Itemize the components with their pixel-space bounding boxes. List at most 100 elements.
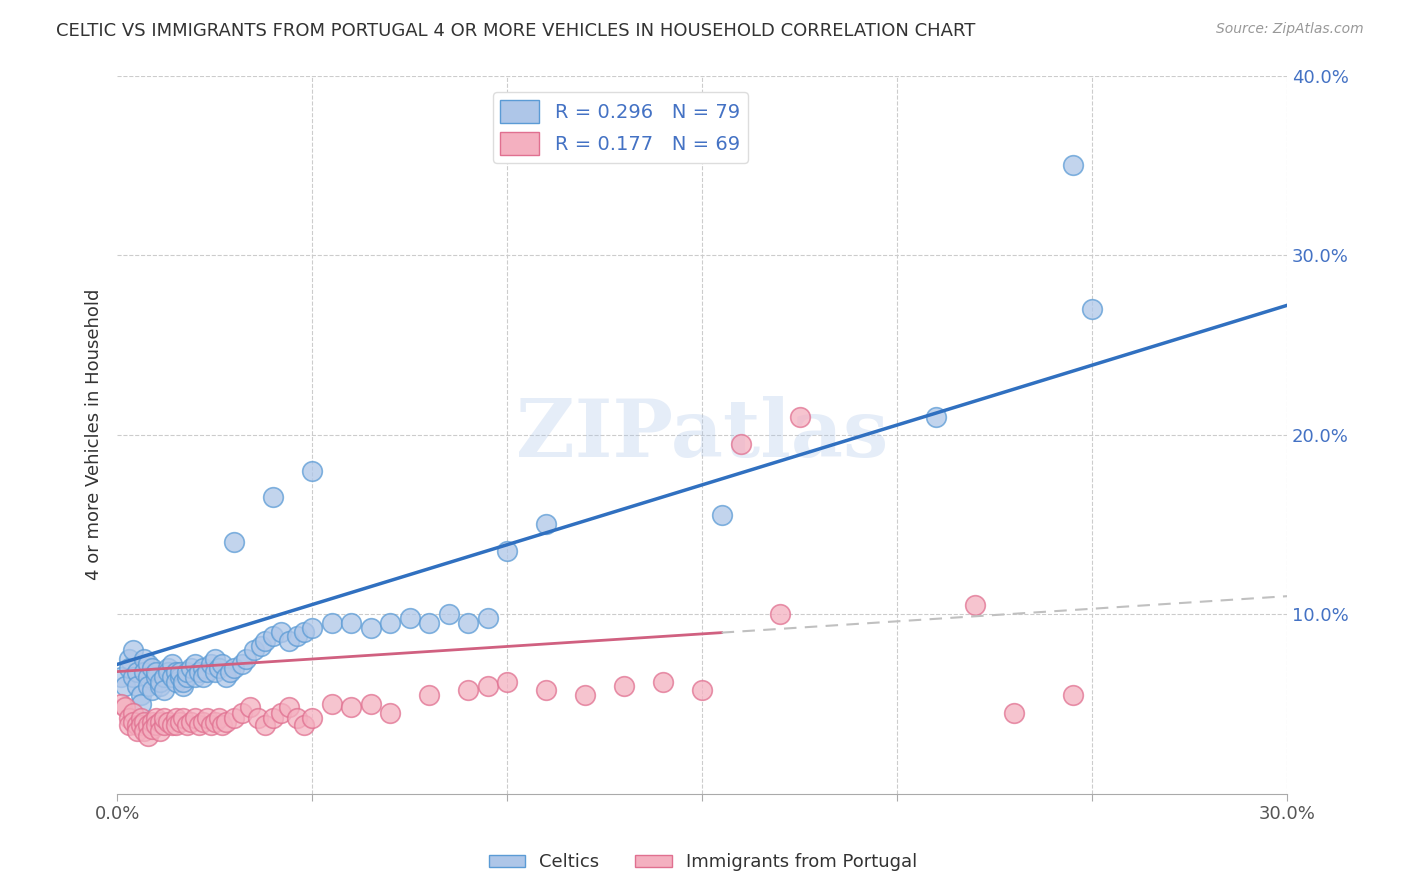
Point bbox=[134, 665, 156, 679]
Point bbox=[477, 679, 499, 693]
Point bbox=[165, 718, 187, 732]
Point bbox=[613, 679, 636, 693]
Point bbox=[211, 657, 233, 672]
Point bbox=[125, 665, 148, 679]
Point bbox=[534, 682, 557, 697]
Point bbox=[219, 665, 242, 679]
Point bbox=[215, 714, 238, 729]
Point bbox=[118, 652, 141, 666]
Point bbox=[1062, 688, 1084, 702]
Point bbox=[125, 723, 148, 738]
Point bbox=[204, 652, 226, 666]
Point bbox=[285, 711, 308, 725]
Point bbox=[457, 616, 479, 631]
Point bbox=[224, 661, 246, 675]
Point bbox=[180, 661, 202, 675]
Point bbox=[110, 697, 132, 711]
Point bbox=[145, 711, 167, 725]
Point bbox=[129, 718, 152, 732]
Point bbox=[156, 661, 179, 675]
Point bbox=[204, 665, 226, 679]
Point bbox=[141, 682, 163, 697]
Point bbox=[176, 665, 198, 679]
Point bbox=[262, 491, 284, 505]
Point bbox=[360, 697, 382, 711]
Point bbox=[1062, 158, 1084, 172]
Point bbox=[211, 718, 233, 732]
Point bbox=[121, 670, 143, 684]
Point bbox=[457, 682, 479, 697]
Point bbox=[134, 652, 156, 666]
Point bbox=[149, 675, 172, 690]
Point bbox=[160, 670, 183, 684]
Point bbox=[207, 711, 229, 725]
Point bbox=[195, 711, 218, 725]
Point bbox=[121, 714, 143, 729]
Point bbox=[789, 409, 811, 424]
Point bbox=[153, 682, 176, 697]
Point bbox=[250, 640, 273, 654]
Point bbox=[340, 616, 363, 631]
Point bbox=[254, 634, 277, 648]
Point bbox=[195, 665, 218, 679]
Point bbox=[191, 714, 214, 729]
Point bbox=[138, 679, 160, 693]
Point bbox=[118, 711, 141, 725]
Point bbox=[574, 688, 596, 702]
Point bbox=[224, 711, 246, 725]
Point bbox=[301, 463, 323, 477]
Point bbox=[254, 718, 277, 732]
Point bbox=[690, 682, 713, 697]
Legend: Celtics, Immigrants from Portugal: Celtics, Immigrants from Portugal bbox=[481, 847, 925, 879]
Point bbox=[292, 718, 315, 732]
Point bbox=[534, 517, 557, 532]
Point bbox=[204, 714, 226, 729]
Point bbox=[285, 629, 308, 643]
Point bbox=[180, 714, 202, 729]
Point bbox=[138, 670, 160, 684]
Point bbox=[301, 711, 323, 725]
Text: CELTIC VS IMMIGRANTS FROM PORTUGAL 4 OR MORE VEHICLES IN HOUSEHOLD CORRELATION C: CELTIC VS IMMIGRANTS FROM PORTUGAL 4 OR … bbox=[56, 22, 976, 40]
Point bbox=[242, 643, 264, 657]
Point bbox=[172, 675, 194, 690]
Point bbox=[145, 718, 167, 732]
Point bbox=[246, 711, 269, 725]
Point bbox=[277, 700, 299, 714]
Point bbox=[965, 598, 987, 612]
Point bbox=[1002, 706, 1025, 720]
Point bbox=[224, 535, 246, 549]
Point bbox=[156, 714, 179, 729]
Point bbox=[145, 665, 167, 679]
Point bbox=[477, 611, 499, 625]
Y-axis label: 4 or more Vehicles in Household: 4 or more Vehicles in Household bbox=[86, 289, 103, 581]
Point bbox=[769, 607, 792, 621]
Point bbox=[129, 711, 152, 725]
Point bbox=[138, 729, 160, 743]
Point bbox=[141, 722, 163, 736]
Point bbox=[169, 714, 191, 729]
Point bbox=[292, 625, 315, 640]
Point bbox=[145, 670, 167, 684]
Point bbox=[125, 679, 148, 693]
Point bbox=[149, 679, 172, 693]
Point bbox=[169, 665, 191, 679]
Point bbox=[188, 718, 211, 732]
Point bbox=[160, 718, 183, 732]
Point bbox=[169, 670, 191, 684]
Point bbox=[231, 657, 253, 672]
Point bbox=[153, 718, 176, 732]
Point bbox=[277, 634, 299, 648]
Point bbox=[215, 670, 238, 684]
Point bbox=[184, 711, 207, 725]
Point bbox=[129, 697, 152, 711]
Point bbox=[231, 706, 253, 720]
Point bbox=[652, 675, 675, 690]
Point bbox=[165, 675, 187, 690]
Point bbox=[176, 670, 198, 684]
Point bbox=[121, 643, 143, 657]
Point bbox=[418, 688, 440, 702]
Point bbox=[418, 616, 440, 631]
Point bbox=[340, 700, 363, 714]
Point bbox=[262, 629, 284, 643]
Point bbox=[321, 697, 343, 711]
